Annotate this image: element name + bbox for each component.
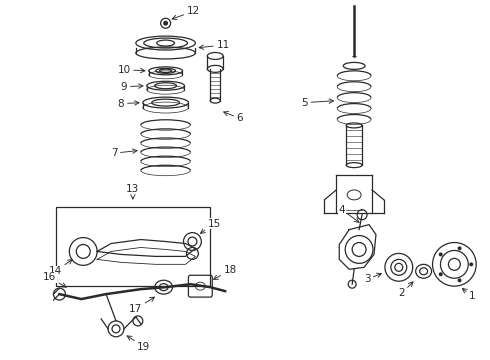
Text: 5: 5 [301, 98, 334, 108]
Text: 1: 1 [463, 288, 476, 301]
Text: 11: 11 [199, 40, 230, 50]
Text: 19: 19 [127, 336, 150, 352]
Text: 15: 15 [200, 219, 221, 233]
Bar [56, 207, 210, 286]
Text: 18: 18 [214, 265, 237, 279]
Circle shape [458, 246, 462, 250]
Circle shape [163, 21, 168, 26]
Text: 17: 17 [129, 297, 154, 314]
Circle shape [439, 272, 442, 276]
Text: 14: 14 [49, 260, 72, 276]
Circle shape [439, 252, 442, 256]
Circle shape [458, 278, 462, 282]
Text: 3: 3 [364, 273, 381, 284]
Text: 7: 7 [111, 148, 137, 158]
Circle shape [469, 262, 473, 266]
Text: 12: 12 [172, 6, 200, 19]
Text: 6: 6 [224, 112, 244, 123]
Text: 4: 4 [339, 205, 359, 222]
Text: 2: 2 [398, 282, 413, 298]
Text: 13: 13 [126, 184, 140, 199]
Text: 16: 16 [43, 272, 66, 287]
Text: 9: 9 [121, 82, 143, 92]
Text: 8: 8 [118, 99, 139, 109]
Text: 10: 10 [118, 65, 145, 75]
